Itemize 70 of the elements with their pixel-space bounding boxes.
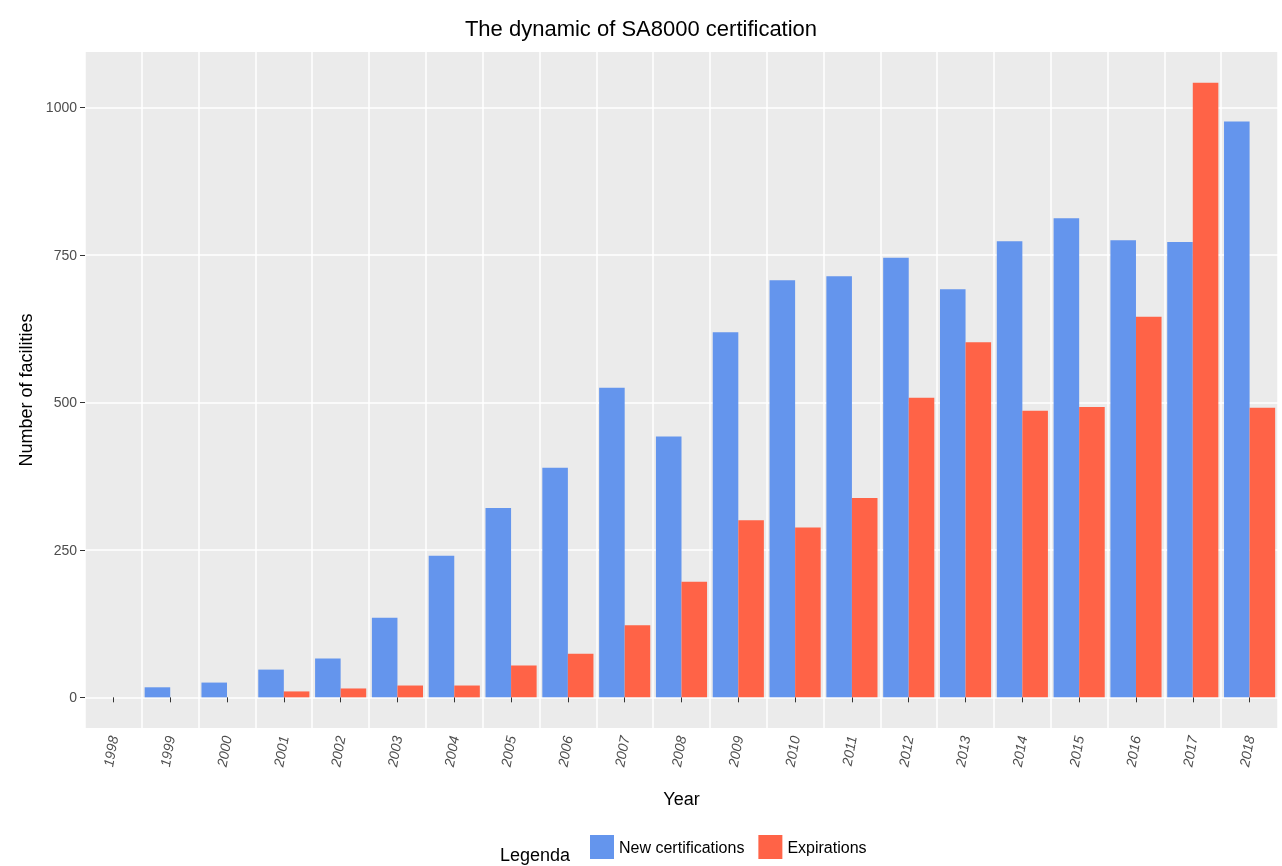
x-tick-label: 2018 <box>1236 734 1258 770</box>
x-tick-label: 2011 <box>838 734 860 769</box>
bar <box>681 581 708 698</box>
bar <box>795 527 821 698</box>
x-tick-label: 2010 <box>781 734 804 770</box>
bar <box>883 257 909 698</box>
y-tick-label: 0 <box>69 689 78 706</box>
y-tick-label: 500 <box>53 394 78 411</box>
x-tick-label: 2016 <box>1122 734 1144 770</box>
bar <box>738 520 764 698</box>
x-tick-label: 2015 <box>1065 734 1088 770</box>
x-tick-label: 1999 <box>156 734 179 769</box>
bar <box>1079 407 1105 698</box>
bar <box>397 685 424 698</box>
bar <box>1135 316 1162 698</box>
bar <box>542 467 568 698</box>
bar <box>655 436 682 698</box>
bar <box>428 555 455 698</box>
x-tick-label: 2007 <box>611 733 633 770</box>
bar <box>965 342 992 698</box>
bar <box>826 276 852 698</box>
bar <box>996 241 1023 698</box>
x-tick-label: 2017 <box>1179 733 1201 770</box>
bar <box>939 289 966 698</box>
bar <box>1022 410 1048 698</box>
bar <box>1053 218 1080 698</box>
bar <box>201 682 228 698</box>
x-tick-label: 2005 <box>497 734 519 770</box>
x-tick-label: 2013 <box>952 734 974 770</box>
bar <box>567 653 594 698</box>
x-axis-title: Year <box>663 789 700 809</box>
legend-label: Expirations <box>787 838 867 856</box>
bar <box>144 687 171 698</box>
bar <box>258 669 284 698</box>
x-tick-label: 1998 <box>100 734 122 769</box>
bar <box>485 507 512 698</box>
bar <box>340 688 367 698</box>
bar <box>908 397 935 698</box>
x-tick-label: 2003 <box>383 734 406 770</box>
bar <box>599 387 625 698</box>
x-tick-label: 2014 <box>1008 734 1031 770</box>
bar <box>1167 241 1193 698</box>
bar <box>454 685 480 698</box>
bar <box>371 617 398 698</box>
x-tick-label: 2002 <box>327 734 349 770</box>
y-tick-label: 250 <box>53 541 78 558</box>
bar <box>769 280 796 698</box>
bar <box>1110 240 1136 698</box>
x-tick-label: 2008 <box>668 734 690 770</box>
x-tick-label: 2006 <box>554 734 576 770</box>
bar <box>624 625 651 698</box>
legend-title: Legenda <box>500 845 572 865</box>
x-tick-label: 2009 <box>724 734 747 770</box>
bar <box>315 658 341 698</box>
y-tick-label: 750 <box>53 246 78 263</box>
x-tick-label: 2001 <box>270 734 292 770</box>
y-tick-label: 1000 <box>45 99 78 116</box>
bar <box>1249 407 1276 698</box>
x-tick-label: 2004 <box>440 734 463 770</box>
bar <box>1224 121 1250 698</box>
x-tick-label: 2000 <box>213 734 235 770</box>
chart-title: The dynamic of SA8000 certification <box>464 15 818 41</box>
y-axis-title: Number of facilities <box>15 313 36 467</box>
bar <box>851 497 878 698</box>
bar <box>1192 82 1219 698</box>
x-tick-label: 2012 <box>895 734 917 770</box>
bar <box>511 665 537 698</box>
legend-label: New certifications <box>619 838 745 856</box>
bar <box>712 332 739 698</box>
bar <box>283 691 310 698</box>
